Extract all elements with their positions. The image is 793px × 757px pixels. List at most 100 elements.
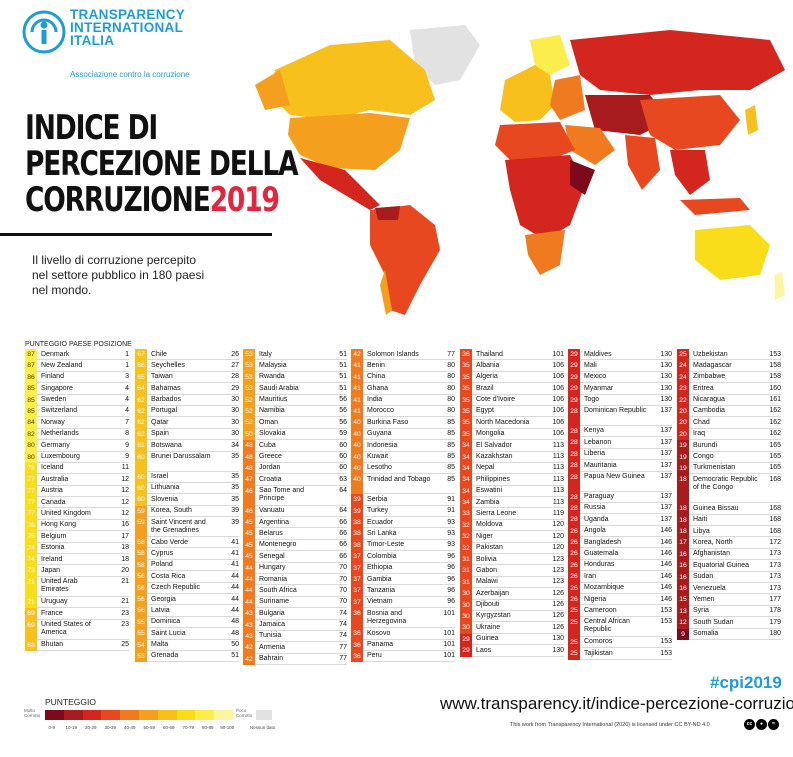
table-row: 53 Italy 51 bbox=[243, 349, 347, 361]
country-name: Laos bbox=[476, 646, 492, 654]
website-link[interactable]: www.transparency.it/indice-percezione-co… bbox=[440, 694, 793, 713]
country-name: Senegal bbox=[259, 552, 285, 560]
country-name: Taiwan bbox=[151, 373, 173, 381]
country-name: Luxembourg bbox=[41, 453, 80, 461]
score-cell: 80 bbox=[25, 451, 37, 463]
table-row: 45 Montenegro 66 bbox=[243, 539, 347, 552]
rank-cell: 12 bbox=[121, 509, 129, 517]
country-name: Trinidad and Tobago bbox=[367, 475, 431, 483]
score-cell: 38 bbox=[351, 517, 363, 529]
score-cell: 25 bbox=[568, 605, 580, 617]
country-name: Indonesia bbox=[367, 441, 398, 449]
table-row: 77 Austria 12 bbox=[25, 485, 129, 498]
map-region-canada bbox=[270, 40, 435, 120]
table-row: 55 Dominica 48 bbox=[135, 616, 239, 629]
rank-cell: 137 bbox=[660, 438, 672, 446]
score-cell: 23 bbox=[677, 383, 689, 395]
rank-cell: 130 bbox=[552, 635, 564, 643]
table-row: 28 Papua New Guinea 137 bbox=[568, 471, 672, 492]
map-region-scandinavia bbox=[530, 35, 570, 75]
rank-cell: 74 bbox=[339, 609, 347, 617]
country-name: Haiti bbox=[693, 516, 708, 524]
rank-cell: 96 bbox=[447, 598, 455, 606]
country-name: Germany bbox=[41, 441, 70, 449]
rank-cell: 9 bbox=[125, 441, 129, 449]
map-region-europe-west bbox=[500, 65, 555, 122]
rank-cell: 66 bbox=[339, 518, 347, 526]
rank-cell: 51 bbox=[339, 384, 347, 392]
table-row: 28 Uganda 137 bbox=[568, 514, 672, 527]
table-row: 16 Sudan 173 bbox=[677, 571, 781, 584]
rank-cell: 27 bbox=[231, 361, 239, 369]
country-name: Estonia bbox=[41, 544, 65, 552]
country-name: Gabon bbox=[476, 566, 498, 574]
rank-cell: 96 bbox=[447, 575, 455, 583]
rank-cell: 50 bbox=[231, 641, 239, 649]
table-row: 59 Korea, South 39 bbox=[135, 505, 239, 518]
country-name: Korea, North bbox=[693, 538, 733, 546]
country-name: Nigeria bbox=[584, 595, 607, 603]
rank-cell: 3 bbox=[125, 373, 129, 381]
country-name: Chad bbox=[693, 418, 710, 426]
score-cell: 28 bbox=[568, 425, 580, 438]
country-name: Niger bbox=[476, 532, 493, 540]
rank-cell: 66 bbox=[339, 541, 347, 549]
table-row: 25 Uzbekistan 153 bbox=[677, 349, 781, 361]
country-name: Brazil bbox=[476, 384, 494, 392]
legend-title: PUNTEGGIO bbox=[45, 697, 97, 707]
table-row: 85 Switzerland 4 bbox=[25, 405, 129, 418]
rank-cell: 113 bbox=[552, 464, 564, 472]
country-name: Ghana bbox=[367, 384, 389, 392]
table-column: 42 Solomon Islands 77 41 Benin 80 41 China 80 41 G… bbox=[351, 349, 455, 663]
table-row: 48 Cuba 60 bbox=[243, 440, 347, 452]
country-name: Panama bbox=[367, 641, 394, 649]
score-cell: 31 bbox=[460, 576, 472, 589]
map-region-australia bbox=[695, 225, 770, 280]
rank-cell: 137 bbox=[660, 473, 672, 481]
country-name: Congo bbox=[693, 453, 714, 461]
legend-swatch bbox=[120, 710, 139, 720]
score-cell: 36 bbox=[351, 650, 363, 663]
rank-cell: 130 bbox=[660, 373, 672, 381]
score-cell: 87 bbox=[25, 360, 37, 372]
score-cell: 30 bbox=[460, 588, 472, 600]
table-row: 16 Afghanistan 173 bbox=[677, 548, 781, 561]
rank-cell: 137 bbox=[660, 407, 672, 415]
country-name: Nicaragua bbox=[693, 396, 725, 404]
score-cell: 40 bbox=[351, 474, 363, 495]
score-cell: 74 bbox=[25, 542, 37, 555]
table-row: 40 Kuwait 85 bbox=[351, 451, 455, 464]
map-region-europe-east bbox=[550, 75, 585, 120]
rank-cell: 85 bbox=[447, 418, 455, 426]
score-cell: 86 bbox=[25, 371, 37, 384]
rank-cell: 91 bbox=[447, 495, 455, 503]
score-cell: 39 bbox=[351, 505, 363, 518]
score-cell: 84 bbox=[25, 417, 37, 429]
country-name: Bangladesh bbox=[584, 538, 621, 546]
rank-cell: 106 bbox=[552, 418, 564, 426]
country-name: Rwanda bbox=[259, 373, 285, 381]
table-row: 15 Yemen 177 bbox=[677, 594, 781, 607]
map-region-chile bbox=[380, 270, 392, 315]
legend-no-data-swatch bbox=[256, 710, 272, 720]
rank-cell: 8 bbox=[125, 430, 129, 438]
rank-cell: 80 bbox=[447, 384, 455, 392]
rank-cell: 165 bbox=[769, 441, 781, 449]
country-name: Eswatini bbox=[476, 487, 503, 495]
country-name: Uruguay bbox=[41, 598, 68, 606]
country-name: Eritrea bbox=[693, 384, 714, 392]
table-column: 36 Thailand 101 35 Albania 106 35 Algeria 106 35 B… bbox=[460, 349, 564, 657]
country-name: Myanmar bbox=[584, 384, 614, 392]
country-name: Ireland bbox=[41, 555, 63, 563]
country-name: Kosovo bbox=[367, 629, 391, 637]
score-cell: 19 bbox=[677, 451, 689, 463]
cc-license-icons[interactable]: cc ● = bbox=[744, 719, 779, 730]
score-cell: 45 bbox=[243, 528, 255, 540]
country-name: Japan bbox=[41, 566, 61, 574]
rank-cell: 173 bbox=[769, 561, 781, 569]
score-cell: 29 bbox=[568, 383, 580, 395]
table-row: 32 Niger 120 bbox=[460, 531, 564, 544]
table-row: 71 United Arab Emirates 21 bbox=[25, 576, 129, 597]
table-row: 28 Paraguay 137 bbox=[568, 491, 672, 504]
country-name: Slovakia bbox=[259, 430, 286, 438]
